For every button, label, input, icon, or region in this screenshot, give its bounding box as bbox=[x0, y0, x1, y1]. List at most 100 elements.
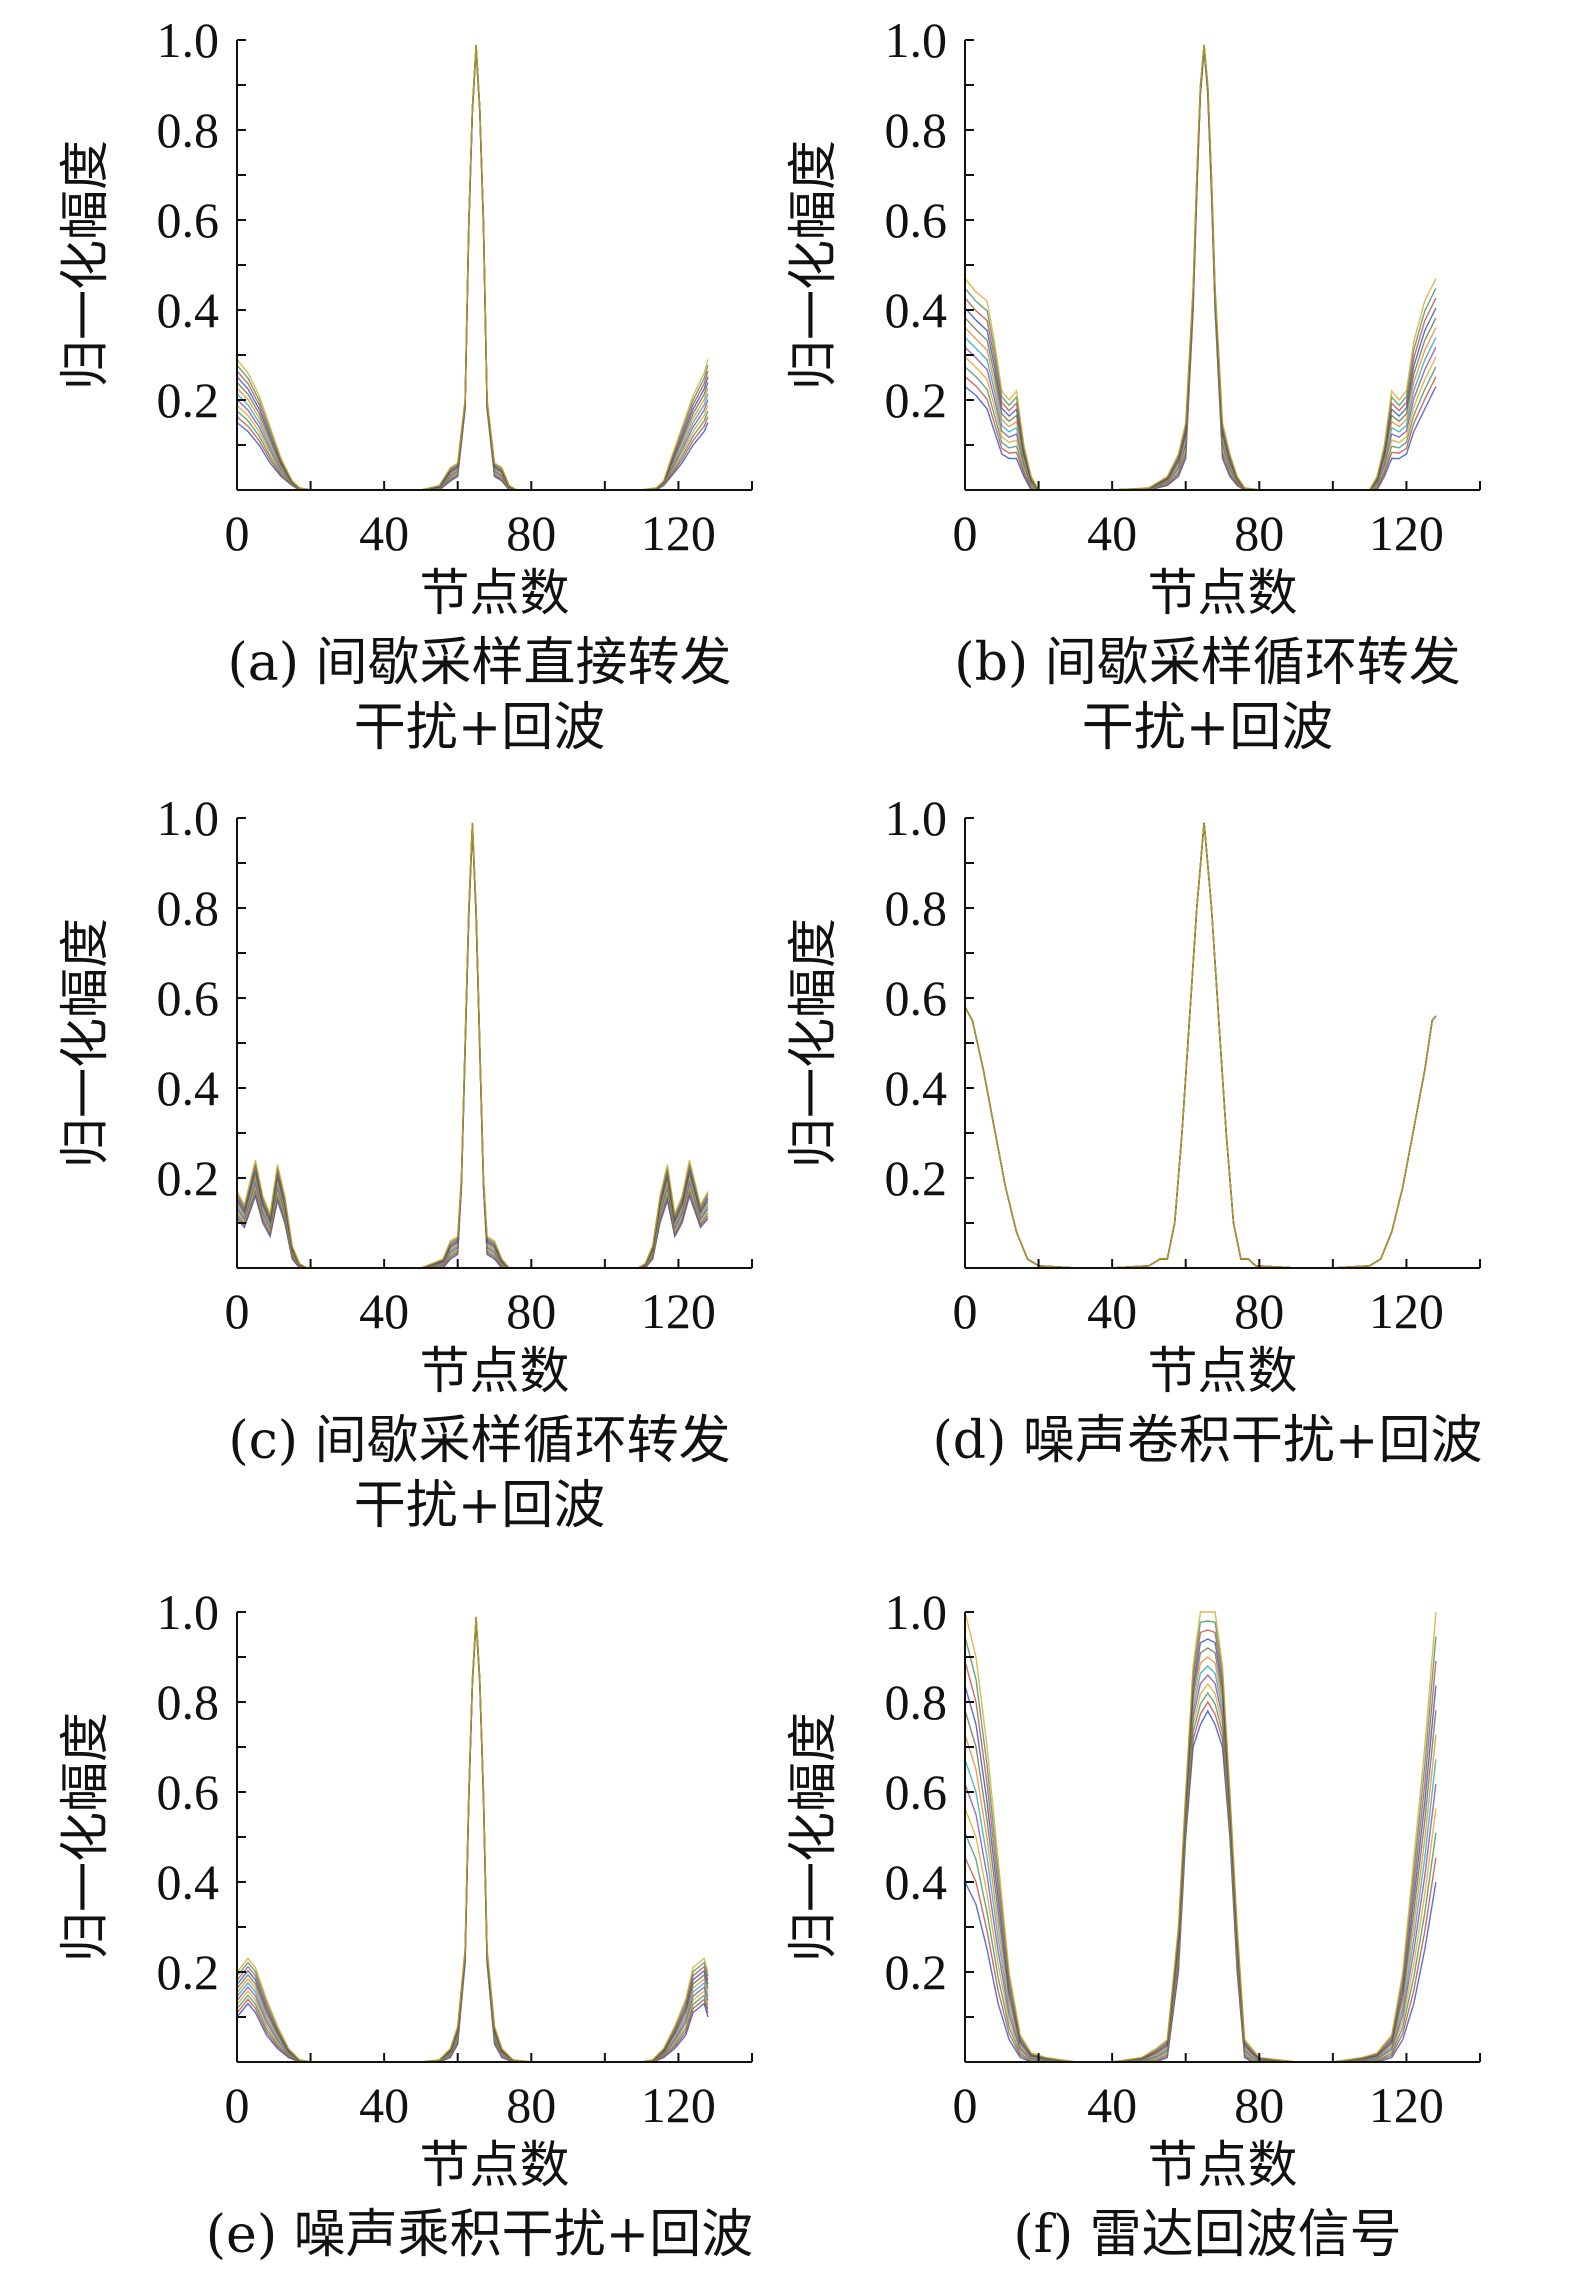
y-tick-label: 0.4 bbox=[885, 282, 948, 338]
y-tick-label: 0.8 bbox=[885, 1674, 948, 1730]
series-line bbox=[964, 48, 1437, 491]
series-line bbox=[964, 822, 1437, 1269]
y-tick-label: 0.2 bbox=[157, 372, 220, 428]
x-tick-label: 40 bbox=[359, 505, 409, 561]
series-line bbox=[964, 822, 1437, 1269]
series-line bbox=[236, 824, 709, 1269]
series-line bbox=[964, 1620, 1437, 2063]
y-tick-label: 0.4 bbox=[157, 282, 220, 338]
series-line bbox=[964, 46, 1437, 491]
x-tick-label: 80 bbox=[1234, 2077, 1284, 2133]
series-line bbox=[964, 45, 1437, 491]
series-line bbox=[236, 826, 709, 1269]
x-tick-label: 40 bbox=[1087, 505, 1137, 561]
series-line bbox=[964, 1611, 1437, 2063]
y-tick-label: 0.6 bbox=[157, 970, 220, 1026]
y-tick-label: 0.6 bbox=[885, 1764, 948, 1820]
y-tick-label: 0.6 bbox=[885, 970, 948, 1026]
series-line bbox=[964, 1673, 1437, 2063]
x-tick-label: 80 bbox=[506, 1283, 556, 1339]
series-line bbox=[964, 822, 1437, 1269]
y-tick-label: 1.0 bbox=[885, 790, 948, 846]
x-tick-label: 80 bbox=[506, 505, 556, 561]
series-line bbox=[964, 48, 1437, 491]
y-tick-label: 0.6 bbox=[157, 192, 220, 248]
y-tick-label: 0.2 bbox=[885, 1944, 948, 2000]
series-line bbox=[236, 826, 709, 1269]
caption-line: (c) 间歇采样循环转发 bbox=[228, 1411, 730, 1471]
y-tick-label: 0.8 bbox=[157, 102, 220, 158]
x-tick-label: 0 bbox=[225, 1283, 250, 1339]
x-tick-label: 120 bbox=[641, 2077, 716, 2133]
series-line bbox=[964, 46, 1437, 491]
y-tick-label: 0.8 bbox=[157, 1674, 220, 1730]
y-axis-label: 归一化幅度 bbox=[784, 140, 842, 390]
caption-line: (d) 噪声卷积干扰+回波 bbox=[933, 1411, 1483, 1471]
x-tick-label: 40 bbox=[359, 2077, 409, 2133]
series-line bbox=[236, 822, 709, 1269]
series-line bbox=[964, 822, 1437, 1269]
series-line bbox=[964, 822, 1437, 1269]
x-tick-label: 120 bbox=[1369, 1283, 1444, 1339]
y-tick-label: 0.4 bbox=[157, 1060, 220, 1116]
chart-panel-4: 0 40 80 120 0.2 0.4 0.6 0.8 1.0 节点数 归一化幅度 (d) 噪声卷积干… bbox=[784, 790, 1482, 1471]
series-line bbox=[964, 822, 1437, 1269]
x-axis-label: 节点数 bbox=[1148, 1342, 1298, 1400]
y-tick-label: 0.8 bbox=[885, 102, 948, 158]
y-axis-label: 归一化幅度 bbox=[56, 140, 114, 390]
x-tick-label: 40 bbox=[1087, 1283, 1137, 1339]
y-tick-label: 0.2 bbox=[157, 1944, 220, 2000]
x-axis-label: 节点数 bbox=[420, 1342, 570, 1400]
series-line bbox=[964, 822, 1437, 1269]
y-tick-label: 1.0 bbox=[885, 12, 948, 68]
x-axis-label: 节点数 bbox=[420, 564, 570, 622]
series-line bbox=[236, 826, 709, 1269]
series-line bbox=[236, 1616, 709, 2063]
y-tick-label: 0.8 bbox=[157, 880, 220, 936]
caption-line: 干扰+回波 bbox=[354, 698, 606, 758]
x-tick-label: 0 bbox=[225, 505, 250, 561]
chart-panel-2: 0 40 80 120 0.2 0.4 0.6 0.8 1.0 节点数 归一化幅度 (b) 间歇采样循… bbox=[784, 12, 1481, 758]
chart-panel-6: 0 40 80 120 0.2 0.4 0.6 0.8 1.0 节点数 归一化幅度 (f) 雷达回波信… bbox=[784, 1584, 1481, 2265]
y-tick-label: 0.2 bbox=[157, 1150, 220, 1206]
caption-line: (a) 间歇采样直接转发 bbox=[227, 633, 731, 693]
series-line bbox=[236, 825, 709, 1269]
series-line bbox=[964, 1691, 1437, 2063]
chart-panel-3: 0 40 80 120 0.2 0.4 0.6 0.8 1.0 节点数 归一化幅度 (c) 间歇采样循… bbox=[56, 790, 753, 1536]
series-line bbox=[964, 1700, 1437, 2063]
series-line bbox=[236, 825, 709, 1269]
x-tick-label: 0 bbox=[953, 2077, 978, 2133]
x-axis-label: 节点数 bbox=[420, 2136, 570, 2194]
series-line bbox=[964, 47, 1437, 491]
series-line bbox=[964, 1647, 1437, 2063]
series-line bbox=[236, 823, 709, 1269]
x-tick-label: 0 bbox=[953, 505, 978, 561]
y-tick-label: 1.0 bbox=[157, 790, 220, 846]
x-tick-label: 0 bbox=[225, 2077, 250, 2133]
x-tick-label: 120 bbox=[1369, 2077, 1444, 2133]
series-line bbox=[236, 823, 709, 1269]
y-tick-label: 0.4 bbox=[885, 1854, 948, 1910]
series-line bbox=[964, 48, 1437, 491]
series-line bbox=[964, 46, 1437, 491]
series-line bbox=[964, 822, 1437, 1269]
chart-panel-1: 0 40 80 120 0.2 0.4 0.6 0.8 1.0 节点数 归一化幅度 (a) 间歇采样直… bbox=[56, 12, 753, 758]
series-line bbox=[964, 822, 1437, 1269]
series-line bbox=[964, 1709, 1437, 2063]
series-line bbox=[236, 824, 709, 1269]
x-tick-label: 120 bbox=[641, 505, 716, 561]
series-line bbox=[236, 824, 709, 1269]
series-line bbox=[964, 1682, 1437, 2063]
caption-line: 干扰+回波 bbox=[354, 1476, 606, 1536]
caption-line: (b) 间歇采样循环转发 bbox=[954, 633, 1460, 693]
y-tick-label: 1.0 bbox=[157, 1584, 220, 1640]
x-tick-label: 80 bbox=[1234, 1283, 1284, 1339]
y-tick-label: 0.4 bbox=[157, 1854, 220, 1910]
x-tick-label: 40 bbox=[359, 1283, 409, 1339]
x-tick-label: 0 bbox=[953, 1283, 978, 1339]
y-axis-label: 归一化幅度 bbox=[56, 1712, 114, 1962]
y-tick-label: 1.0 bbox=[885, 1584, 948, 1640]
y-tick-label: 1.0 bbox=[157, 12, 220, 68]
chart-panel-5: 0 40 80 120 0.2 0.4 0.6 0.8 1.0 节点数 归一化幅度 (e) 噪声乘积干… bbox=[56, 1584, 753, 2265]
